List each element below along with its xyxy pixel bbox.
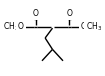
Text: O: O [81, 22, 87, 31]
Text: O: O [18, 22, 24, 31]
Text: O: O [66, 9, 72, 18]
Text: O: O [33, 9, 39, 18]
Text: CH$_3$: CH$_3$ [86, 20, 102, 33]
Text: CH$_3$: CH$_3$ [3, 20, 19, 33]
